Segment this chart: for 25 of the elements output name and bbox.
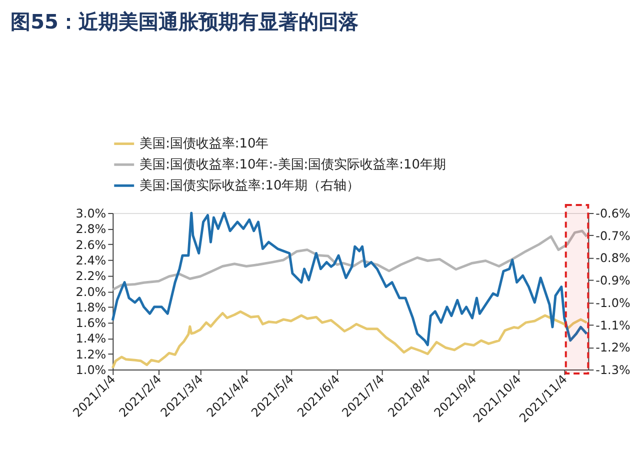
line-series	[111, 230, 588, 291]
y-tick-label: 2.8%	[76, 222, 106, 236]
y-tick-label: 2.4%	[76, 253, 106, 268]
y2-tick-label: -0.6%	[596, 206, 630, 220]
y-tick-label: 1.4%	[76, 332, 106, 346]
y-tick-label: 2.2%	[76, 269, 106, 284]
y2-tick-label: -1.0%	[596, 296, 630, 310]
legend-label: 美国:国债收益率:10年	[140, 136, 269, 152]
y2-tick-label: -1.2%	[596, 340, 630, 355]
y-tick-label: 1.6%	[76, 316, 106, 330]
y-tick-label: 1.2%	[76, 347, 106, 362]
y-tick-label: 2.6%	[76, 238, 106, 252]
chart-title: 图55：近期美国通胀预期有显著的回落	[10, 10, 358, 34]
legend-label: 美国:国债收益率:10年:-美国:国债实际收益率:10年期	[140, 156, 446, 173]
y-tick-label: 1.8%	[76, 300, 106, 314]
legend-label: 美国:国债实际收益率:10年期（右轴）	[140, 178, 360, 194]
line-series	[111, 212, 588, 346]
y2-tick-label: -1.1%	[596, 318, 630, 332]
y-tick-label: 2.0%	[76, 284, 106, 299]
y-tick-label: 3.0%	[76, 206, 106, 220]
y2-tick-label: -0.9%	[596, 274, 630, 288]
y-tick-label: 1.0%	[76, 363, 106, 378]
y2-tick-label: -1.3%	[596, 363, 630, 378]
y2-tick-label: -0.8%	[596, 251, 630, 266]
y2-tick-label: -0.7%	[596, 228, 630, 243]
